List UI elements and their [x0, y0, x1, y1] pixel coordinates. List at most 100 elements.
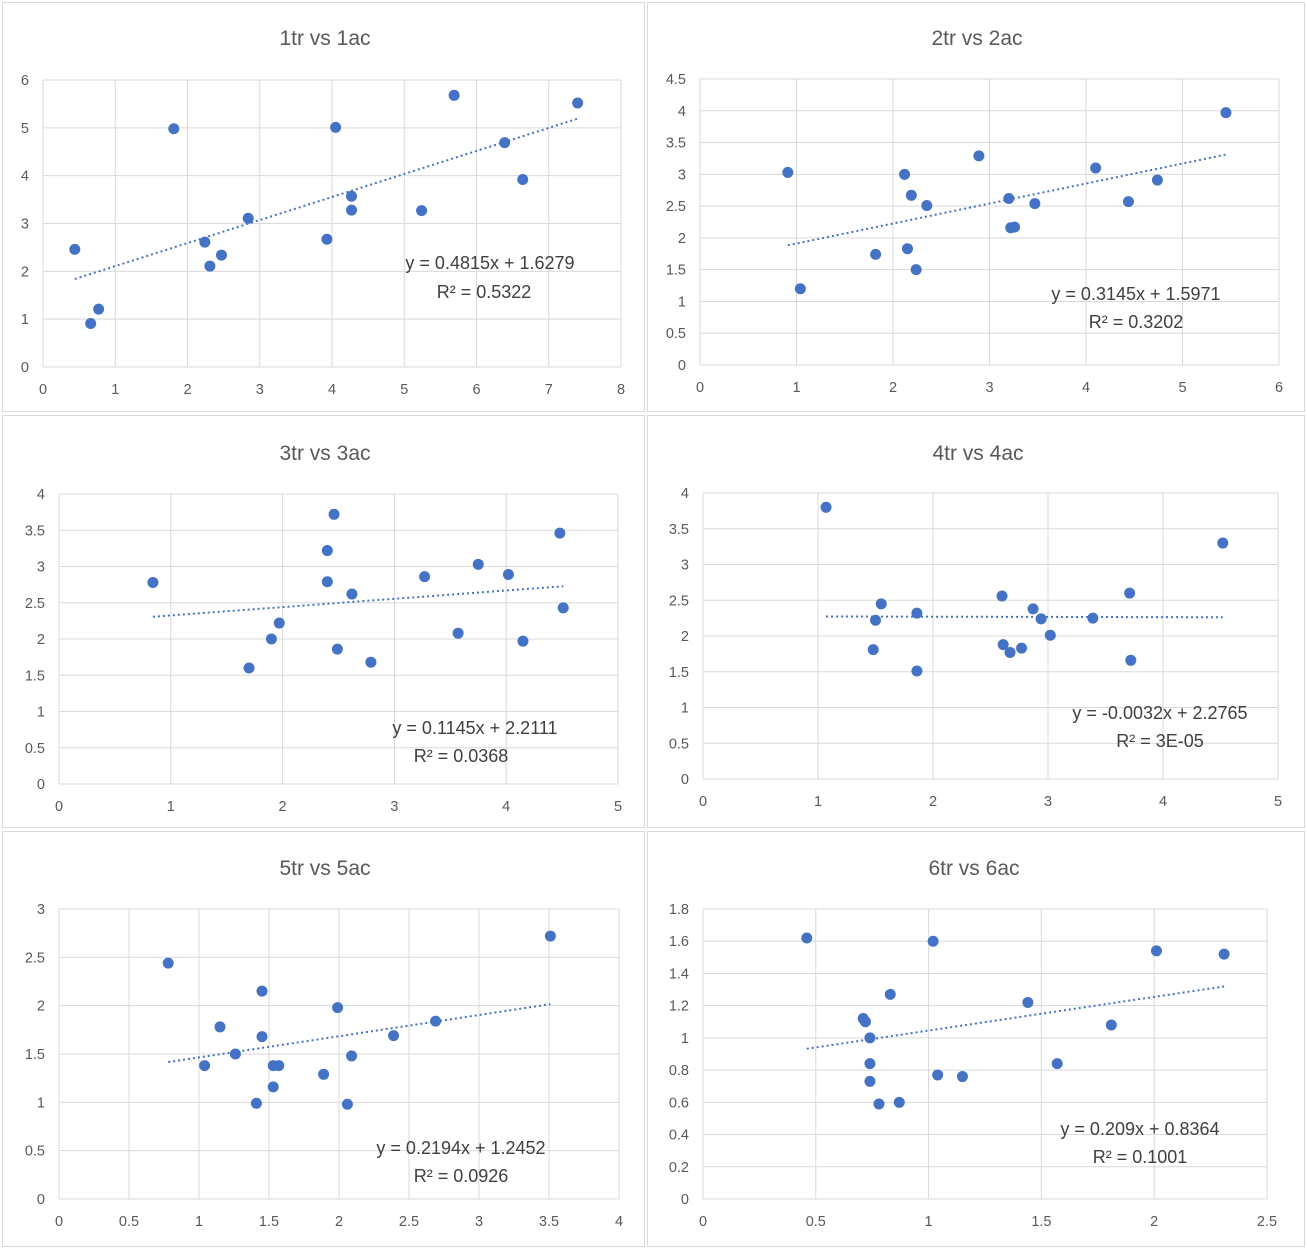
data-point [199, 1060, 211, 1072]
x-tick-label: 1 [111, 382, 119, 398]
y-tick-label: 1.5 [666, 263, 686, 279]
data-point [873, 1098, 885, 1110]
data-point [321, 545, 333, 557]
x-tick-label: 4 [1082, 380, 1090, 396]
data-point [1027, 603, 1039, 615]
x-tick-label: 0.5 [119, 1214, 139, 1230]
data-point [204, 260, 216, 272]
data-point [801, 932, 813, 944]
data-point [419, 571, 431, 583]
y-tick-label: 3 [37, 902, 45, 918]
x-tick-label: 1 [925, 1214, 933, 1230]
data-point [1035, 613, 1047, 625]
scatter-chart-3: 3tr vs 3ac 0 1 2 3 4 5 0 0.5 1 1.5 2 2.5 3 3.5 4 y = 0… [25, 442, 622, 815]
data-point [1218, 948, 1230, 960]
chart-panel-5tr-vs-5ac: 5tr vs 5ac 0 0.5 1 1.5 2 2.5 3 3.5 4 0 0.5 1 1.5 2 2.5… [2, 831, 645, 1247]
data-point [870, 614, 881, 626]
data-point [557, 602, 569, 614]
x-tick-label: 0 [55, 799, 63, 815]
y-tick-label: 0.8 [669, 1063, 689, 1079]
r-squared-label: R² = 3E-05 [1116, 731, 1204, 751]
scatter-chart-1: 1tr vs 1ac 0 1 2 3 4 5 6 7 8 0 1 2 3 4 5 6 y = 0.4815x … [21, 27, 625, 398]
data-point [1125, 654, 1137, 666]
y-tick-label: 0.2 [669, 1160, 689, 1176]
y-tick-label: 2.5 [25, 950, 45, 966]
data-point [242, 212, 254, 224]
data-point [341, 1098, 353, 1110]
x-tick-label: 2.5 [1257, 1214, 1277, 1230]
data-point [256, 985, 268, 997]
data-point [905, 189, 917, 201]
data-point [250, 1097, 262, 1109]
chart-title: 2tr vs 2ac [931, 27, 1022, 50]
trendline-equation: y = 0.1145x + 2.2111 [392, 718, 557, 738]
x-tick-label: 2 [929, 794, 937, 810]
data-point [1009, 221, 1021, 233]
x-tick-label: 2 [335, 1214, 343, 1230]
y-tick-label: 3.5 [666, 136, 686, 152]
data-point [899, 168, 911, 180]
scatter-chart-4: 4tr vs 4ac 0 1 2 3 4 5 0 0.5 1 1.5 2 2.5 3 3.5 4 y = -… [669, 442, 1282, 810]
trendline [168, 1003, 551, 1064]
data-point [256, 1031, 268, 1043]
data-point [472, 558, 484, 570]
x-tick-label: 0.5 [806, 1214, 826, 1230]
x-tick-label: 3 [390, 799, 398, 815]
data-point [346, 204, 358, 216]
data-point [499, 137, 511, 149]
x-tick-label: 2 [183, 382, 191, 398]
r-squared-label: R² = 0.0368 [414, 746, 509, 766]
x-tick-label: 3 [985, 380, 993, 396]
data-point [93, 303, 105, 315]
y-tick-label: 4 [681, 486, 689, 502]
y-tick-label: 0.4 [669, 1128, 689, 1144]
data-point [168, 123, 180, 135]
y-tick-label: 2 [21, 264, 29, 280]
data-point [430, 1015, 442, 1027]
y-tick-label: 1 [21, 312, 29, 328]
x-tick-label: 1 [167, 799, 175, 815]
y-tick-label: 2 [678, 231, 686, 247]
y-tick-label: 0.6 [669, 1095, 689, 1111]
y-tick-label: 3 [37, 560, 45, 576]
data-point [927, 935, 939, 947]
data-point [1124, 587, 1136, 599]
data-point [1022, 996, 1034, 1008]
trendline-equation: y = 0.2194x + 1.2452 [376, 1138, 545, 1158]
data-point [956, 1071, 968, 1083]
x-tick-label: 0 [39, 382, 47, 398]
chart-panel-4tr-vs-4ac: 4tr vs 4ac 0 1 2 3 4 5 0 0.5 1 1.5 2 2.5 3 3.5 4 y = -… [647, 415, 1305, 828]
y-tick-label: 0.5 [25, 741, 45, 757]
x-tick-label: 4 [328, 382, 336, 398]
y-tick-label: 1.4 [669, 966, 689, 982]
chart-panel-2tr-vs-2ac: 2tr vs 2ac 0 1 2 3 4 5 6 0 0.5 1 1.5 2 2.5 3 3.5 4 4.5 y… [647, 2, 1305, 412]
y-tick-label: 2.5 [669, 593, 689, 609]
data-point [365, 656, 377, 668]
data-point [321, 576, 333, 588]
trendline-equation: y = 0.3145x + 1.5971 [1051, 284, 1220, 304]
chart-title: 1tr vs 1ac [279, 27, 370, 50]
data-point [85, 317, 97, 329]
data-point [273, 1060, 285, 1072]
y-tick-label: 5 [21, 121, 29, 137]
scatter-chart-2: 2tr vs 2ac 0 1 2 3 4 5 6 0 0.5 1 1.5 2 2.5 3 3.5 4 4.5 y… [666, 27, 1283, 396]
r-squared-label: R² = 0.0926 [414, 1166, 509, 1186]
trendline-equation: y = -0.0032x + 2.2765 [1072, 703, 1247, 723]
data-point [214, 1021, 226, 1033]
x-tick-label: 4 [615, 1214, 623, 1230]
x-tick-label: 0 [696, 380, 704, 396]
x-tick-label: 2 [1150, 1214, 1158, 1230]
data-point [997, 639, 1009, 651]
data-point [901, 243, 913, 255]
data-point [346, 190, 358, 202]
x-tick-label: 3.5 [539, 1214, 559, 1230]
data-point [864, 1032, 876, 1044]
x-tick-label: 1.5 [259, 1214, 279, 1230]
data-point [875, 598, 887, 610]
trendline [826, 615, 1223, 619]
x-tick-label: 6 [472, 382, 480, 398]
x-tick-label: 1 [792, 380, 800, 396]
scatter-chart-5: 5tr vs 5ac 0 0.5 1 1.5 2 2.5 3 3.5 4 0 0.5 1 1.5 2 2.5… [25, 857, 623, 1230]
data-point [1217, 537, 1229, 549]
x-tick-label: 5 [1178, 380, 1186, 396]
